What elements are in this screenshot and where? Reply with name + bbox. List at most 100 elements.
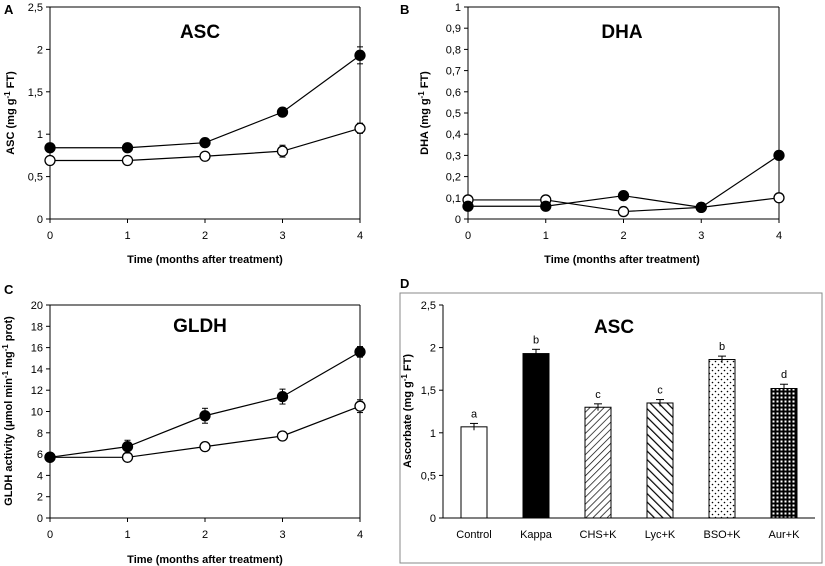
y-tick-label: 0,5: [28, 172, 43, 184]
data-point-open: [354, 400, 366, 412]
data-point-filled: [354, 346, 366, 358]
category-label: CHS+K: [580, 529, 618, 541]
x-tick-label: 3: [279, 230, 285, 242]
y-tick-label: 18: [31, 321, 43, 333]
data-point-filled: [199, 410, 211, 422]
panel-a-y-axis-label: ASC (mg g-1 FT): [3, 71, 18, 155]
data-point-open: [617, 205, 630, 218]
y-tick-label: 0: [37, 513, 43, 525]
data-point-filled: [617, 190, 630, 202]
category-label: Control: [456, 529, 491, 541]
x-tick-label: 1: [543, 230, 549, 242]
x-tick-label: 1: [124, 529, 130, 541]
significance-letter: d: [781, 369, 787, 381]
data-point-open: [354, 122, 366, 134]
bar-chs-plus-k: [584, 406, 612, 519]
y-tick-label: 2: [37, 492, 43, 504]
y-tick-label: 1: [37, 129, 43, 141]
bar-kappa: [522, 353, 550, 519]
x-tick-label: 0: [465, 230, 471, 242]
x-tick-label: 2: [202, 529, 208, 541]
y-tick-label: 14: [31, 364, 43, 376]
panel-c-y-axis-label: GLDH activity (μmol min-1 mg-1 prot): [1, 316, 16, 506]
y-tick-label: 2,5: [421, 300, 436, 312]
y-tick-label: 20: [31, 300, 43, 312]
panel-a-asc-line-chart: A ASC Time (months after treatment) 0 0,5…: [3, 2, 366, 266]
significance-letter: c: [595, 389, 601, 401]
y-tick-label: 16: [31, 343, 43, 355]
bar-aur-plus-k: [770, 387, 798, 519]
data-point-filled: [354, 49, 366, 61]
panel-d-frame: [399, 292, 823, 564]
significance-letter: b: [533, 334, 539, 346]
panel-c-gldh-line-chart: C GLDH Time (months after treatment) 0 2 4…: [1, 282, 366, 566]
x-tick-label: 0: [47, 230, 53, 242]
panel-d-title: ASC: [594, 317, 634, 338]
y-tick-label: 8: [37, 428, 43, 440]
y-tick-label: 0,3: [446, 150, 461, 162]
panel-d-ascorbate-bar-chart: D ASC 0 0,5 1 1,5 2 2,5 Ascorbate (mg g-1 FT) a…: [399, 276, 823, 564]
data-point-open: [773, 192, 785, 204]
data-point-filled: [121, 142, 134, 154]
panel-b-title: DHA: [601, 22, 642, 43]
x-tick-label: 2: [620, 230, 626, 242]
data-point-filled: [695, 201, 707, 213]
x-tick-label: 3: [279, 529, 285, 541]
x-tick-label: 2: [202, 230, 208, 242]
y-tick-label: 1: [455, 2, 461, 14]
x-tick-label: 4: [776, 230, 782, 242]
panel-b-dha-line-chart: B DHA Time (months after treatment) 0 0,1…: [400, 2, 785, 266]
y-tick-label: 2,5: [28, 2, 43, 14]
x-tick-label: 1: [124, 230, 130, 242]
data-point-filled: [462, 200, 474, 212]
data-point-filled: [276, 390, 289, 403]
y-tick-label: 0: [455, 214, 461, 226]
data-point-open: [199, 440, 211, 453]
significance-letter: a: [471, 408, 478, 420]
y-tick-label: 0,1: [446, 193, 461, 205]
y-tick-label: 0,4: [446, 129, 461, 141]
data-point-filled: [44, 142, 56, 154]
y-tick-label: 12: [31, 385, 43, 397]
panel-c-x-axis-label: Time (months after treatment): [127, 554, 283, 566]
panel-letter-c: C: [4, 282, 14, 297]
data-point-open: [199, 150, 211, 162]
y-tick-label: 10: [31, 407, 43, 419]
data-point-open: [121, 451, 134, 463]
data-point-filled: [44, 451, 56, 463]
data-point-open: [276, 430, 289, 442]
data-point-filled: [540, 200, 552, 212]
x-tick-label: 0: [47, 529, 53, 541]
x-tick-label: 3: [698, 230, 704, 242]
panel-b-y-axis-label: DHA (mg g-1 FT): [417, 71, 432, 155]
y-tick-label: 0,9: [446, 23, 461, 35]
y-tick-label: 0,6: [446, 87, 461, 99]
y-tick-label: 2: [430, 343, 436, 355]
data-point-open: [44, 154, 56, 167]
significance-letter: c: [657, 385, 663, 397]
bar-lyc-plus-k: [646, 402, 674, 519]
x-tick-label: 4: [357, 529, 363, 541]
significance-letter: b: [719, 341, 725, 353]
data-point-open: [276, 145, 289, 157]
category-label: Aur+K: [769, 529, 801, 541]
y-tick-label: 1,5: [28, 87, 43, 99]
bar-control: [460, 426, 488, 519]
category-label: Lyc+K: [645, 529, 676, 541]
data-point-filled: [121, 440, 134, 453]
y-tick-label: 0: [37, 214, 43, 226]
y-tick-label: 6: [37, 449, 43, 461]
y-tick-label: 1: [430, 428, 436, 440]
panel-letter-d: D: [400, 276, 409, 291]
y-tick-label: 0: [430, 513, 436, 525]
y-tick-label: 4: [37, 470, 43, 482]
y-tick-label: 1,5: [421, 385, 436, 397]
data-point-filled: [773, 149, 785, 162]
series-line-filled: [50, 54, 361, 149]
panel-a-x-axis-label: Time (months after treatment): [127, 254, 283, 266]
data-point-filled: [276, 106, 289, 118]
panel-letter-a: A: [4, 2, 14, 17]
data-point-open: [121, 154, 134, 167]
category-label: Kappa: [520, 529, 553, 541]
data-point-filled: [199, 137, 211, 149]
